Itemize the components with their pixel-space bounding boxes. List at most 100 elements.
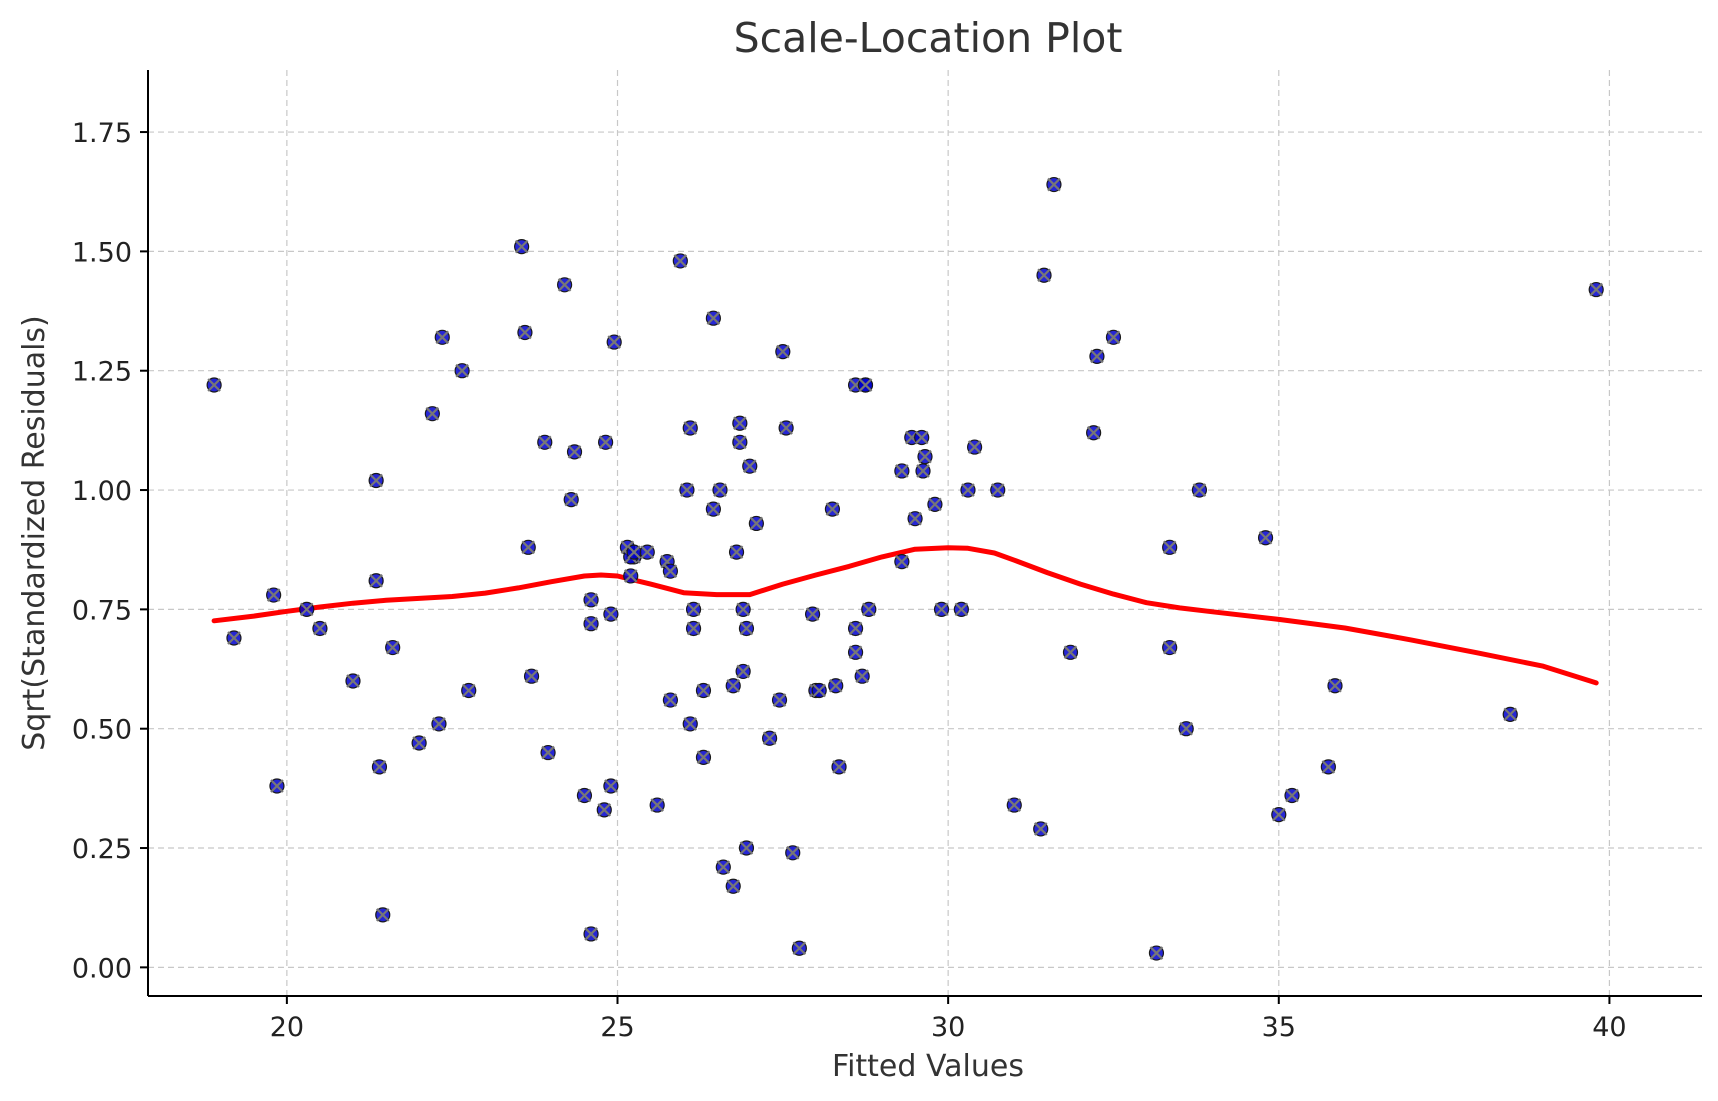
x-tick-label-4: 40	[1592, 1012, 1626, 1043]
data-point-105	[1062, 644, 1079, 660]
grid-lines	[148, 70, 1702, 996]
data-point-103	[1036, 267, 1052, 283]
data-point-30	[583, 592, 599, 608]
data-point-120	[1588, 281, 1604, 298]
y-tick-label-6: 1.50	[72, 237, 132, 268]
data-point-119	[1502, 706, 1518, 722]
data-point-111	[1162, 639, 1178, 656]
data-point-100	[990, 482, 1006, 498]
data-point-109	[1148, 945, 1165, 961]
data-point-40	[626, 544, 642, 560]
data-point-25	[563, 491, 579, 508]
data-point-9	[371, 759, 388, 775]
data-point-92	[914, 429, 930, 446]
data-point-110	[1162, 539, 1178, 555]
data-point-78	[824, 501, 841, 517]
data-point-106	[1086, 425, 1102, 441]
data-point-53	[695, 682, 712, 699]
x-tick-label-0: 20	[270, 1012, 304, 1043]
data-point-34	[603, 778, 619, 794]
data-point-28	[583, 926, 599, 942]
data-point-20	[520, 539, 536, 555]
data-point-22	[537, 434, 553, 450]
axes-spines	[147, 70, 1702, 997]
data-point-107	[1089, 348, 1105, 364]
data-point-42	[649, 797, 665, 813]
data-point-112	[1178, 721, 1194, 737]
data-point-11	[385, 639, 401, 656]
data-point-6	[345, 673, 361, 689]
data-point-56	[712, 482, 728, 498]
data-point-65	[738, 620, 755, 637]
data-point-21	[523, 668, 540, 684]
data-point-8	[368, 472, 384, 489]
y-tick-label-2: 0.50	[72, 715, 132, 746]
data-point-3	[269, 778, 285, 794]
data-point-63	[735, 663, 751, 680]
data-point-108	[1105, 329, 1122, 345]
data-point-31	[596, 802, 612, 818]
data-point-115	[1271, 807, 1287, 823]
data-point-27	[576, 787, 593, 804]
data-point-88	[894, 463, 910, 479]
data-point-41	[639, 544, 655, 560]
data-point-57	[715, 859, 731, 875]
data-point-114	[1257, 530, 1274, 546]
data-point-67	[742, 458, 758, 474]
data-point-87	[861, 601, 877, 617]
data-point-12	[411, 735, 427, 751]
data-point-60	[728, 544, 745, 560]
trend-line-group	[211, 545, 1599, 686]
x-tick-label-2: 30	[931, 1012, 965, 1043]
data-point-29	[583, 616, 599, 632]
data-point-99	[966, 439, 983, 455]
data-point-35	[606, 334, 622, 350]
data-point-19	[517, 324, 533, 341]
y-tick-label-4: 1.00	[72, 476, 132, 507]
data-point-75	[804, 606, 821, 622]
data-point-96	[933, 601, 950, 617]
data-point-72	[778, 420, 794, 436]
y-tick-label-1: 0.25	[72, 834, 132, 865]
data-point-58	[725, 878, 741, 894]
data-point-54	[705, 310, 721, 326]
y-tick-label-5: 1.25	[72, 357, 132, 388]
data-point-89	[894, 554, 910, 570]
data-point-52	[695, 749, 712, 765]
data-point-102	[1033, 821, 1049, 837]
data-point-15	[434, 329, 450, 345]
data-point-1	[226, 630, 242, 646]
data-point-5	[312, 620, 328, 637]
data-point-68	[748, 515, 764, 532]
data-point-69	[761, 730, 778, 746]
x-tick-label-1: 25	[600, 1012, 634, 1043]
y-tick-label-3: 0.75	[72, 595, 132, 626]
data-point-4	[299, 601, 315, 617]
data-point-45	[662, 692, 679, 708]
data-point-50	[685, 601, 702, 617]
data-point-64	[735, 601, 751, 617]
data-point-94	[917, 449, 933, 465]
y-tick-label-7: 1.75	[72, 118, 132, 149]
data-point-0	[206, 377, 222, 393]
data-point-51	[685, 620, 702, 637]
data-point-93	[915, 463, 931, 479]
data-point-97	[953, 601, 969, 617]
data-point-117	[1320, 759, 1336, 775]
y-tick-label-0: 0.00	[72, 953, 132, 984]
data-point-77	[811, 682, 827, 699]
data-point-7	[368, 573, 384, 589]
y-axis-label: Sqrt(Standardized Residuals)	[17, 315, 52, 751]
data-point-32	[598, 434, 614, 450]
data-point-48	[682, 716, 698, 732]
data-point-116	[1284, 787, 1300, 804]
data-point-24	[557, 277, 573, 293]
data-point-46	[672, 253, 688, 269]
data-point-98	[960, 482, 976, 498]
data-point-84	[854, 668, 870, 684]
data-point-33	[603, 606, 619, 622]
data-point-66	[738, 840, 755, 856]
data-point-16	[454, 363, 470, 379]
axis-ticks: 20 25 30 35 40 0.00 0.25 0.50 0.75 1.00 1.25 1.50 1.…	[72, 118, 1627, 1043]
